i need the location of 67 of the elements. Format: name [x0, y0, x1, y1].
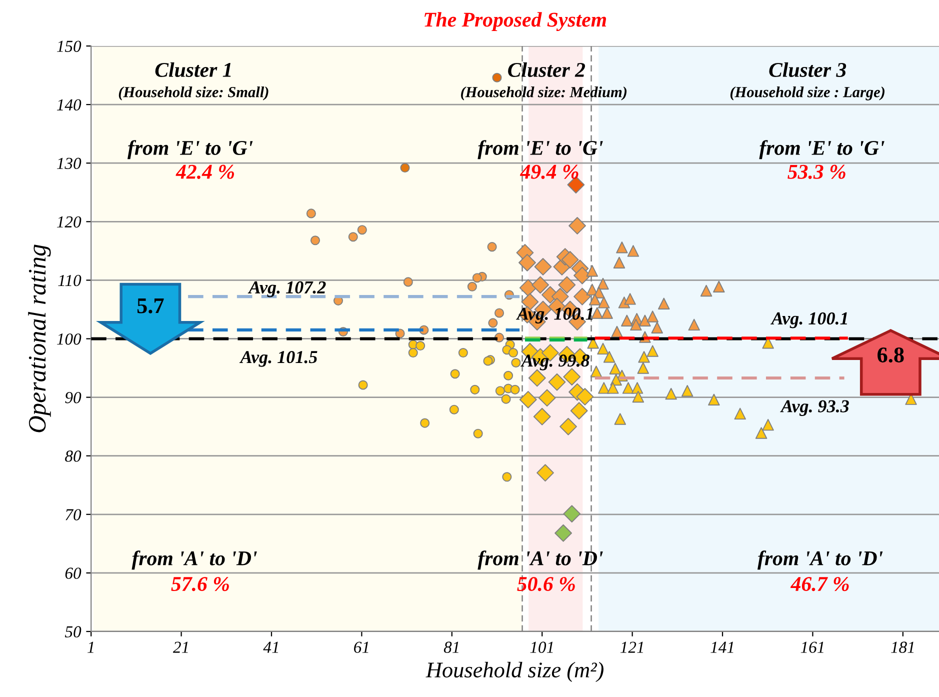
- y-tick-label: 90: [65, 392, 82, 404]
- x-tick-label: 181: [891, 642, 914, 653]
- y-tick-label: 140: [56, 99, 82, 110]
- point: [627, 245, 640, 257]
- point: [658, 298, 670, 310]
- y-tick-label: 130: [56, 158, 82, 170]
- x-tick-label: 121: [620, 642, 644, 653]
- annotation: Cluster 1: [155, 62, 231, 78]
- x-tick-label: 1: [88, 642, 94, 653]
- annotation: 57.6 %: [171, 576, 229, 592]
- annotation: from 'E' to 'G': [478, 140, 603, 160]
- annotation: 46.7 %: [790, 576, 849, 592]
- annotation: from 'A' to 'D': [757, 550, 883, 570]
- point: [589, 294, 601, 306]
- point: [586, 264, 598, 277]
- annotation: 50.6 %: [517, 576, 575, 592]
- annotation: (Household size: Small): [118, 86, 268, 100]
- annotation: (Household size: Medium): [461, 86, 626, 100]
- annotation: Cluster 2: [508, 62, 586, 78]
- point: [613, 256, 626, 268]
- annotation: 5.7: [137, 298, 164, 314]
- point: [713, 280, 725, 292]
- x-tick-label: 81: [444, 642, 458, 653]
- annotation: from 'E' to 'G': [127, 140, 253, 160]
- point: [611, 326, 623, 338]
- point: [630, 318, 642, 331]
- annotation: from 'A' to 'D': [132, 550, 257, 570]
- annotation: (Household size : Large): [730, 86, 884, 100]
- annotation: Avg. 93.3: [780, 400, 849, 416]
- x-tick-label: 161: [800, 642, 824, 653]
- y-tick-label: 100: [56, 333, 82, 345]
- y-tick-label: 50: [64, 626, 82, 638]
- y-tick-label: 60: [65, 568, 82, 579]
- point: [616, 242, 628, 254]
- x-axis-title: Household size (m²): [426, 662, 604, 682]
- point: [624, 293, 636, 305]
- annotation: 53.3 %: [788, 164, 846, 179]
- y-tick-label: 110: [58, 274, 82, 286]
- annotation: Cluster 3: [769, 62, 846, 78]
- x-tick-label: 41: [263, 642, 278, 653]
- point: [597, 278, 609, 290]
- annotation: 42.4 %: [176, 164, 234, 179]
- annotation: from 'E' to 'G': [759, 140, 884, 160]
- y-tick-label: 70: [66, 509, 82, 520]
- annotation: from 'A' to 'D': [478, 550, 603, 570]
- chart-title: The Proposed System: [424, 12, 606, 32]
- point: [688, 318, 700, 331]
- point: [598, 296, 610, 308]
- annotation: Avg. 107.2: [248, 281, 326, 298]
- y-tick-label: 150: [56, 40, 82, 52]
- annotation: Avg. 101.5: [239, 350, 318, 367]
- y-axis-title: Operational rating: [28, 244, 51, 432]
- annotation: 49.4 %: [520, 164, 578, 179]
- y-tick-label: 120: [56, 216, 82, 228]
- point: [646, 310, 658, 322]
- annotation: 6.8: [878, 347, 904, 363]
- point: [601, 307, 613, 319]
- x-tick-label: 141: [710, 642, 734, 653]
- point: [639, 314, 651, 326]
- point: [621, 314, 633, 326]
- point: [651, 322, 663, 334]
- annotation: Avg. 100.1: [770, 312, 847, 328]
- point: [700, 284, 712, 297]
- x-tick-label: 21: [172, 642, 188, 653]
- x-tick-label: 61: [354, 642, 368, 653]
- x-tick-label: 101: [530, 642, 553, 653]
- y-tick-label: 80: [65, 450, 82, 462]
